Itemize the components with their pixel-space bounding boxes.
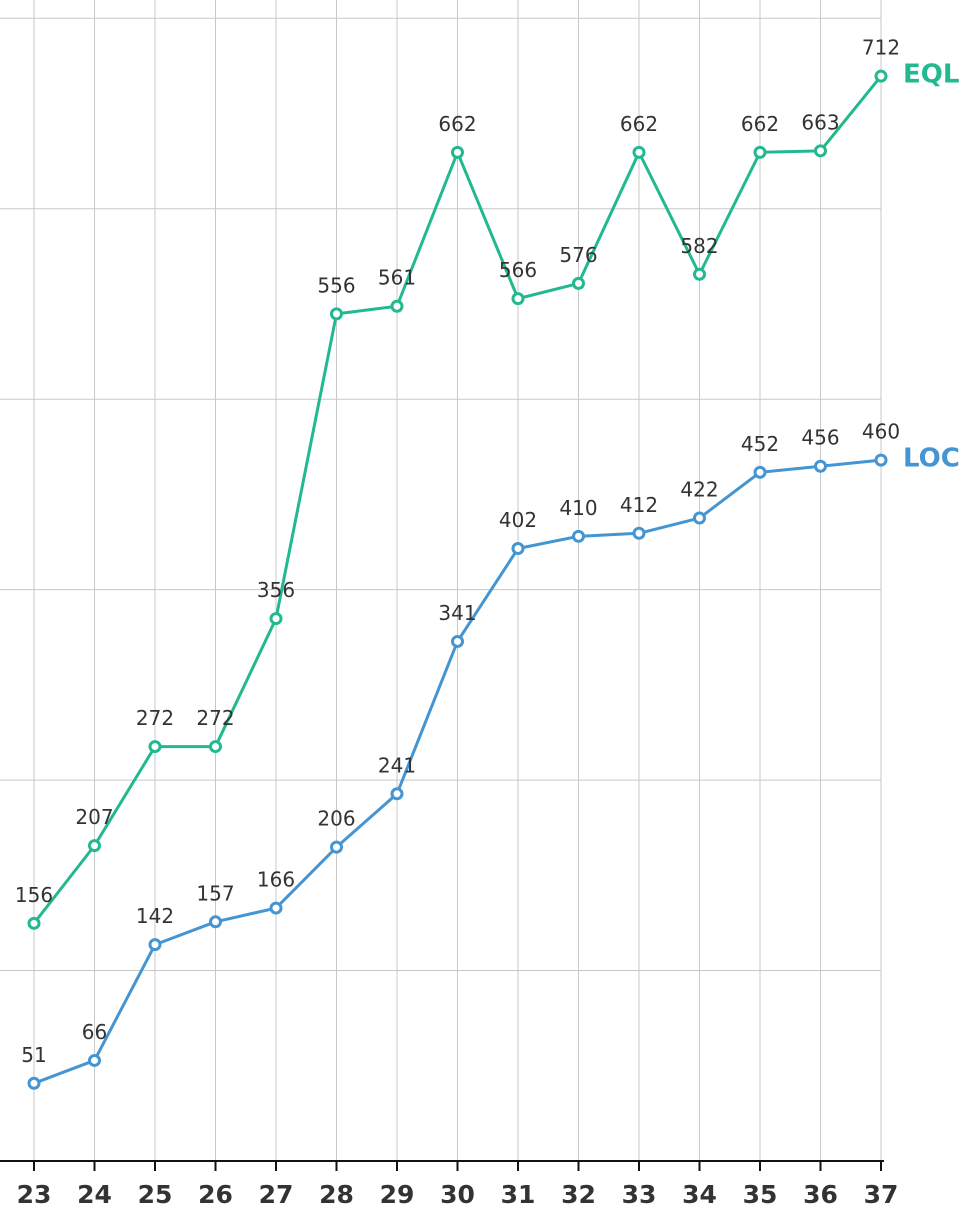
- x-tick-label: 26: [198, 1180, 233, 1209]
- data-label: 272: [196, 706, 234, 730]
- data-point: [209, 740, 222, 754]
- x-tick-label: 35: [743, 1180, 778, 1209]
- data-label: 166: [257, 868, 295, 892]
- data-point: [874, 69, 888, 83]
- data-label: 712: [862, 36, 900, 60]
- data-point: [88, 839, 101, 853]
- x-tick-label: 37: [864, 1180, 899, 1209]
- x-tick-label: 30: [440, 1180, 475, 1209]
- data-point: [572, 529, 585, 543]
- data-point: [753, 145, 767, 159]
- data-point: [269, 612, 283, 626]
- series-label: EQL: [903, 60, 959, 90]
- data-point: [753, 465, 767, 479]
- data-label: 662: [620, 112, 658, 136]
- data-point: [632, 145, 646, 159]
- data-point: [148, 938, 162, 952]
- data-label: 576: [559, 243, 597, 267]
- data-label: 156: [15, 883, 53, 907]
- data-label: 356: [257, 578, 295, 602]
- data-point: [693, 511, 706, 525]
- x-tick-label: 23: [17, 1180, 52, 1209]
- data-point: [451, 634, 464, 648]
- data-label: 452: [741, 432, 779, 456]
- x-tick-label: 28: [319, 1180, 354, 1209]
- data-point: [269, 901, 283, 915]
- x-tick-label: 27: [259, 1180, 294, 1209]
- data-label: 456: [801, 426, 839, 450]
- x-tick-label: 32: [561, 1180, 596, 1209]
- data-label: 272: [136, 706, 174, 730]
- data-label: 341: [438, 601, 476, 625]
- x-tick-label: 31: [501, 1180, 536, 1209]
- data-point: [390, 299, 404, 313]
- series-label: LOC: [903, 444, 960, 474]
- data-label: 402: [499, 508, 537, 532]
- x-tick-label: 24: [77, 1180, 112, 1209]
- x-tick-label: 29: [380, 1180, 415, 1209]
- x-tick-label: 25: [138, 1180, 173, 1209]
- data-label: 460: [862, 420, 900, 444]
- data-point: [511, 292, 525, 306]
- x-tick-label: 33: [622, 1180, 657, 1209]
- data-point: [148, 740, 162, 754]
- data-point: [693, 267, 706, 281]
- data-point: [27, 916, 41, 930]
- data-point: [511, 542, 525, 556]
- data-point: [88, 1053, 101, 1067]
- data-label: 422: [680, 478, 718, 502]
- data-point: [874, 453, 888, 467]
- data-point: [390, 787, 404, 801]
- data-label: 157: [196, 881, 234, 905]
- data-label: 662: [741, 112, 779, 136]
- data-label: 66: [82, 1020, 107, 1044]
- data-point: [330, 307, 343, 321]
- data-point: [572, 276, 585, 290]
- data-label: 556: [317, 273, 355, 297]
- data-label: 410: [559, 496, 597, 520]
- data-label: 51: [21, 1043, 46, 1067]
- x-tick-label: 36: [803, 1180, 838, 1209]
- data-label: 207: [75, 805, 113, 829]
- data-point: [814, 459, 827, 473]
- data-label: 663: [801, 110, 839, 134]
- data-label: 241: [378, 753, 416, 777]
- data-point: [330, 840, 343, 854]
- data-point: [814, 144, 827, 158]
- data-label: 566: [499, 258, 537, 282]
- data-point: [209, 915, 222, 929]
- data-label: 561: [378, 266, 416, 290]
- data-point: [27, 1076, 41, 1090]
- x-tick-label: 34: [682, 1180, 717, 1209]
- data-label: 412: [620, 493, 658, 517]
- data-label: 206: [317, 807, 355, 831]
- data-point: [632, 526, 646, 540]
- data-label: 662: [438, 112, 476, 136]
- data-label: 582: [680, 234, 718, 258]
- data-label: 142: [136, 904, 174, 928]
- data-point: [451, 145, 464, 159]
